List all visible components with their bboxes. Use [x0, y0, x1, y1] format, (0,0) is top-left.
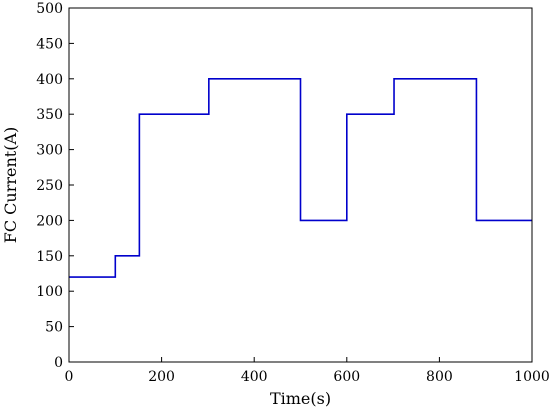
y-tick-label: 450 [36, 36, 63, 52]
y-tick-label: 300 [36, 143, 63, 159]
y-tick-label: 250 [36, 178, 63, 194]
y-tick-label: 200 [36, 213, 63, 229]
y-tick-label: 500 [36, 1, 63, 17]
y-tick-label: 150 [36, 249, 63, 265]
y-tick-label: 100 [36, 284, 63, 300]
y-tick-label: 0 [54, 355, 63, 371]
x-tick-label: 400 [241, 369, 268, 385]
series [69, 78, 532, 278]
x-tick-label: 0 [65, 369, 74, 385]
x-tick-label: 600 [333, 369, 360, 385]
plot-frame [68, 7, 533, 363]
x-tick-label: 800 [426, 369, 453, 385]
y-axis-label: FC Current(A) [1, 127, 20, 244]
x-axis-label: Time(s) [270, 389, 331, 408]
y-tick-label: 350 [36, 107, 63, 123]
x-tick-label: 1000 [514, 369, 550, 385]
x-tick-label: 200 [148, 369, 175, 385]
tick-labels: 0 200 400 600 800 1000 0 50 100 150 200 250 300 350 40… [36, 1, 550, 385]
y-tick-label: 400 [36, 72, 63, 88]
y-tick-label: 50 [45, 320, 63, 336]
series-line [69, 78, 532, 278]
